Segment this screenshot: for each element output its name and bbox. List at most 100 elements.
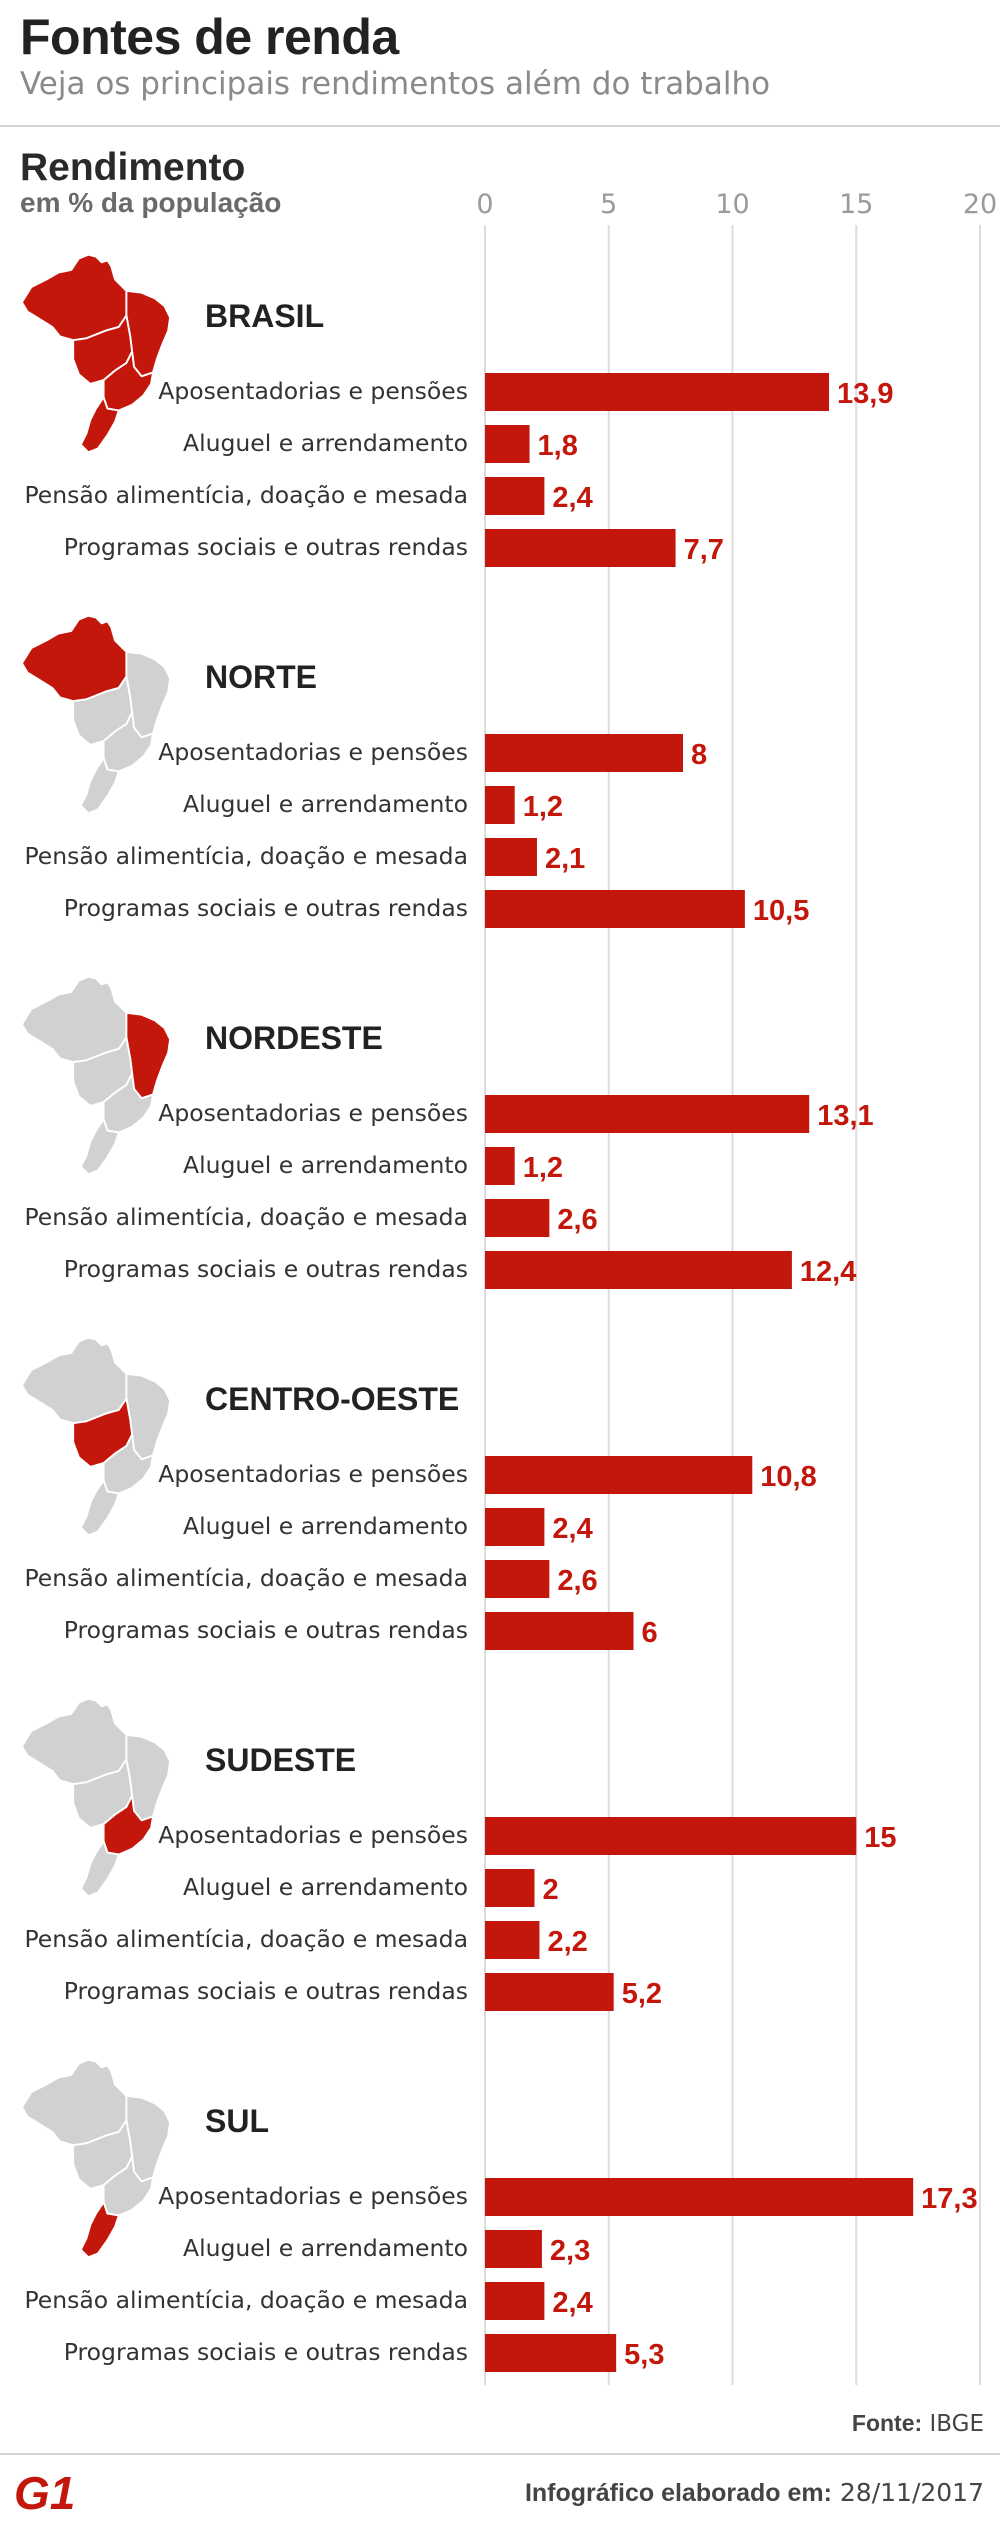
category-label: Pensão alimentícia, doação e mesada	[24, 1925, 468, 1953]
bar-chart: 0 5 10 15 20 BRASIL Aposentadorias e pensões 1…	[20, 189, 997, 2385]
region-group: SUL Aposentadorias e pensões 17,3 Aluguel e…	[20, 2058, 978, 2372]
bar	[485, 373, 830, 411]
map-region-shape	[102, 350, 154, 412]
value-label: 13,1	[817, 1100, 873, 1132]
bar	[485, 425, 530, 463]
credit-date: 28/11/2017	[839, 2478, 984, 2507]
value-label: 10,5	[753, 895, 809, 927]
category-label: Aposentadorias e pensões	[158, 1821, 468, 1849]
category-label: Aposentadorias e pensões	[158, 1460, 468, 1488]
g1-logo-icon: G1	[14, 2467, 75, 2517]
source-line: Fonte: IBGE	[852, 2410, 984, 2437]
bar	[485, 2178, 914, 2216]
source-label: Fonte:	[851, 2410, 923, 2436]
value-label: 2,1	[545, 843, 585, 875]
bar	[485, 1147, 515, 1185]
category-label: Programas sociais e outras rendas	[64, 1255, 468, 1283]
value-label: 2,6	[557, 1565, 597, 1597]
bar	[485, 838, 537, 876]
value-label: 2,3	[550, 2235, 590, 2267]
map-region-shape	[79, 396, 120, 454]
map-region-shape	[20, 253, 128, 342]
x-tick-label: 20	[963, 189, 997, 220]
bar	[485, 1251, 792, 1289]
bar	[485, 2334, 617, 2372]
brazil-map-icon	[20, 614, 172, 815]
brazil-map-icon	[20, 2058, 172, 2259]
region-group: NORDESTE Aposentadorias e pensões 13,1 Alug…	[20, 975, 874, 1289]
bar	[485, 1921, 540, 1959]
region-title: CENTRO-OESTE	[205, 1381, 459, 1417]
value-label: 1,2	[523, 1152, 563, 1184]
region-group: BRASIL Aposentadorias e pensões 13,9 Alugue…	[20, 253, 893, 567]
region-title: NORTE	[205, 659, 317, 695]
map-region-shape	[102, 711, 154, 773]
value-label: 17,3	[921, 2183, 977, 2215]
category-label: Pensão alimentícia, doação e mesada	[24, 1564, 468, 1592]
bar	[485, 734, 683, 772]
map-region-shape	[102, 1072, 154, 1134]
value-label: 5,3	[624, 2339, 664, 2371]
value-label: 2,2	[547, 1926, 587, 1958]
bar	[485, 1199, 550, 1237]
region-title: SUL	[205, 2103, 269, 2139]
category-label: Aposentadorias e pensões	[158, 2182, 468, 2210]
x-tick-label: 10	[715, 189, 749, 220]
map-region-shape	[20, 1697, 128, 1786]
category-label: Programas sociais e outras rendas	[64, 894, 468, 922]
category-label: Pensão alimentícia, doação e mesada	[24, 842, 468, 870]
category-label: Pensão alimentícia, doação e mesada	[24, 2286, 468, 2314]
bar	[485, 1508, 545, 1546]
category-label: Pensão alimentícia, doação e mesada	[24, 481, 468, 509]
value-label: 1,8	[538, 430, 578, 462]
region-title: NORDESTE	[205, 1020, 383, 1056]
region-group: CENTRO-OESTE Aposentadorias e pensões 10,8…	[20, 1336, 817, 1650]
region-title: BRASIL	[205, 298, 324, 334]
category-label: Aluguel e arrendamento	[183, 429, 468, 457]
value-label: 7,7	[684, 534, 724, 566]
value-label: 2	[543, 1874, 559, 1906]
x-tick-label: 15	[839, 189, 873, 220]
value-label: 8	[691, 739, 707, 771]
map-region-shape	[79, 1479, 120, 1537]
bar	[485, 1869, 535, 1907]
page-subtitle: Veja os principais rendimentos além do t…	[20, 66, 771, 102]
value-label: 2,4	[552, 2287, 592, 2319]
category-label: Programas sociais e outras rendas	[64, 2338, 468, 2366]
value-label: 15	[864, 1822, 896, 1854]
bar	[485, 1456, 753, 1494]
value-label: 1,2	[523, 791, 563, 823]
brazil-map-icon	[20, 253, 172, 454]
category-label: Aposentadorias e pensões	[158, 377, 468, 405]
category-label: Aposentadorias e pensões	[158, 738, 468, 766]
bar	[485, 1095, 810, 1133]
bar	[485, 786, 515, 824]
value-label: 6	[642, 1617, 658, 1649]
category-label: Programas sociais e outras rendas	[64, 533, 468, 561]
map-region-shape	[20, 2058, 128, 2147]
value-label: 2,6	[557, 1204, 597, 1236]
bar	[485, 890, 745, 928]
value-label: 5,2	[622, 1978, 662, 2010]
map-region-shape	[20, 975, 128, 1064]
category-label: Aluguel e arrendamento	[183, 1512, 468, 1540]
bar	[485, 1560, 550, 1598]
credit-line: Infográfico elaborado em: 28/11/2017	[525, 2478, 984, 2508]
map-region-shape	[79, 1840, 120, 1898]
value-label: 2,4	[552, 1513, 592, 1545]
region-group: SUDESTE Aposentadorias e pensões 15 Aluguel…	[20, 1697, 897, 2011]
grid-layer: 0 5 10 15 20	[476, 189, 997, 2385]
axis-unit: em % da população	[20, 187, 282, 218]
map-region-shape	[79, 757, 120, 815]
region-title: SUDESTE	[205, 1742, 356, 1778]
category-label: Pensão alimentícia, doação e mesada	[24, 1203, 468, 1231]
map-region-shape	[102, 2155, 154, 2217]
footer-divider	[0, 2453, 1000, 2455]
bar	[485, 2230, 542, 2268]
value-label: 2,4	[552, 482, 592, 514]
axis-title: Rendimento	[20, 146, 246, 189]
category-label: Aposentadorias e pensões	[158, 1099, 468, 1127]
map-region-shape	[20, 1336, 128, 1425]
bar	[485, 2282, 545, 2320]
category-label: Aluguel e arrendamento	[183, 1873, 468, 1901]
